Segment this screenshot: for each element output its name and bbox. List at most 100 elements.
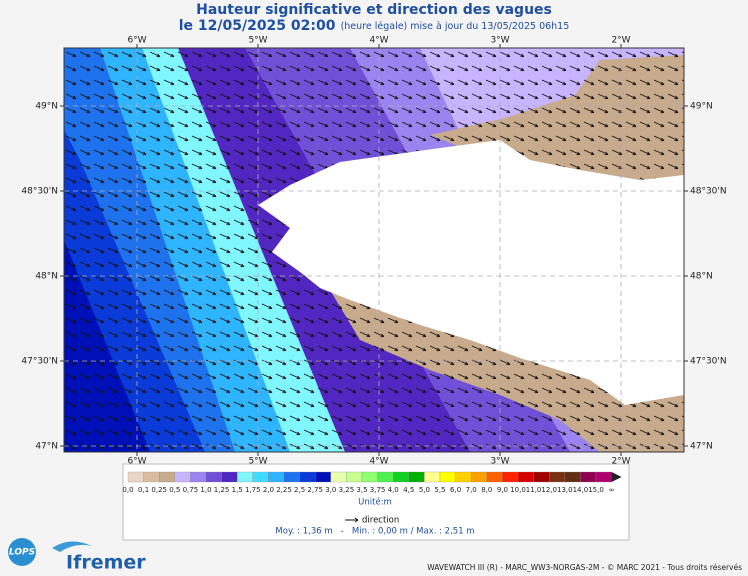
color-swatch bbox=[159, 471, 175, 483]
unit: Unité:m bbox=[358, 497, 392, 508]
color-swatch bbox=[143, 471, 160, 483]
colorbar-label: 15,0 bbox=[588, 486, 604, 494]
colorbar-label: 1,5 bbox=[232, 486, 243, 494]
direction-label: direction bbox=[362, 516, 399, 526]
colorbar-label: 14,0 bbox=[573, 486, 589, 494]
colorbar-label: 0,25 bbox=[151, 486, 167, 494]
colorbar-label: 9,0 bbox=[497, 486, 508, 494]
date: le 12/05/2025 02:00 bbox=[179, 18, 336, 34]
color-swatch bbox=[268, 471, 285, 483]
colorbar-label: ∞ bbox=[609, 486, 615, 494]
color-swatch bbox=[330, 471, 347, 483]
colorbar-label: 3,75 bbox=[370, 486, 386, 494]
color-swatch bbox=[424, 471, 441, 483]
colorbar-label: 8,0 bbox=[481, 486, 492, 494]
lat-label-right: 47°30'N bbox=[690, 357, 727, 367]
color-swatch bbox=[315, 471, 331, 483]
color-swatch bbox=[252, 471, 269, 483]
update: (heure légale) mise à jour du 13/05/2025… bbox=[341, 21, 570, 32]
colorbar-label: 1,0 bbox=[200, 486, 211, 494]
map bbox=[64, 48, 684, 452]
color-swatch bbox=[502, 471, 519, 483]
color-swatch bbox=[190, 471, 207, 483]
lat-label-left: 48°30'N bbox=[21, 187, 58, 197]
lops-logo bbox=[8, 538, 36, 566]
colorbar-label: 6,0 bbox=[450, 486, 461, 494]
direction-arrow bbox=[345, 517, 359, 523]
colorbar-label: 2,0 bbox=[263, 486, 274, 494]
color-swatch bbox=[346, 471, 363, 483]
footer: WAVEWATCH III (R) - MARC_WW3-NORGAS-2M -… bbox=[427, 563, 742, 572]
color-swatch bbox=[517, 471, 534, 483]
color-swatch bbox=[533, 471, 550, 483]
lon-label-bottom: 5°W bbox=[248, 457, 267, 467]
lat-label-right: 48°30'N bbox=[690, 187, 727, 197]
colorbar-label: 1,25 bbox=[214, 486, 230, 494]
colorbar-label: 4,0 bbox=[388, 486, 399, 494]
color-swatch bbox=[564, 471, 581, 483]
lon-label-bottom: 6°W bbox=[127, 457, 146, 467]
color-swatch bbox=[283, 471, 300, 483]
color-swatch bbox=[486, 471, 503, 483]
colorbar-label: 3,25 bbox=[339, 486, 355, 494]
colorbar-label: 4,5 bbox=[403, 486, 414, 494]
color-swatch bbox=[580, 471, 597, 483]
lon-label-top: 2°W bbox=[611, 36, 630, 46]
colorbar-end bbox=[611, 472, 622, 482]
color-swatch bbox=[205, 471, 222, 483]
color-swatch bbox=[393, 471, 409, 483]
lon-label-top: 5°W bbox=[248, 36, 267, 46]
lon-label-top: 6°W bbox=[127, 36, 146, 46]
lat-label-right: 47°N bbox=[690, 442, 713, 452]
lat-label-left: 47°30'N bbox=[21, 357, 58, 367]
land bbox=[258, 140, 684, 405]
color-swatch bbox=[471, 471, 487, 483]
colorbar-label: 3,5 bbox=[356, 486, 367, 494]
colorbar-label: 1,75 bbox=[245, 486, 261, 494]
color-swatch bbox=[174, 471, 191, 483]
colorbar-label: 2,5 bbox=[294, 486, 305, 494]
color-swatch bbox=[408, 471, 425, 483]
lon-label-bottom: 2°W bbox=[611, 457, 630, 467]
title: Hauteur significative et direction des v… bbox=[196, 2, 552, 18]
colorbar-label: 0,5 bbox=[169, 486, 180, 494]
ifremer-text: Ifremer bbox=[66, 552, 146, 574]
colorbar: 0,0 0,1 0,25 0,5 0,75 1,0 1,25 1,5 1,75 2,0 2,25 2,… bbox=[122, 471, 622, 494]
colorbar-label: 0,1 bbox=[138, 486, 149, 494]
ifremer-swoosh bbox=[52, 541, 92, 552]
colorbar-label: 5,0 bbox=[419, 486, 430, 494]
color-swatch bbox=[549, 471, 565, 483]
colorbar-label: 3,0 bbox=[325, 486, 336, 494]
color-swatch bbox=[595, 471, 612, 483]
colorbar-label: 10,0 bbox=[510, 486, 526, 494]
map-frame bbox=[63, 47, 685, 453]
lon-label-bottom: 4°W bbox=[369, 457, 388, 467]
colorbar-label: 7,0 bbox=[466, 486, 477, 494]
color-swatch bbox=[439, 471, 456, 483]
lon-label-bottom: 3°W bbox=[490, 457, 509, 467]
colorbar-label: 0,75 bbox=[183, 486, 199, 494]
color-swatch bbox=[237, 471, 253, 483]
lat-label-left: 49°N bbox=[35, 102, 58, 112]
stats: Moy. : 1,36 m - Min. : 0,00 m / Max. : 2… bbox=[275, 527, 474, 537]
colorbar-label: 0,0 bbox=[122, 486, 133, 494]
lat-label-left: 48°N bbox=[35, 272, 58, 282]
color-swatch bbox=[221, 471, 238, 483]
color-swatch bbox=[377, 471, 394, 483]
colorbar-label: 13,0 bbox=[557, 486, 573, 494]
subtitle: le 12/05/2025 02:00 (heure légale) mise … bbox=[179, 16, 570, 35]
color-swatch bbox=[299, 471, 316, 483]
colorbar-label: 12,0 bbox=[541, 486, 557, 494]
lon-label-top: 4°W bbox=[369, 36, 388, 46]
colorbar-label: 5,5 bbox=[434, 486, 445, 494]
color-swatch bbox=[455, 471, 472, 483]
lat-label-right: 49°N bbox=[690, 102, 713, 112]
lat-label-right: 48°N bbox=[690, 272, 713, 282]
colorbar-label: 2,25 bbox=[276, 486, 292, 494]
colorbar-label: 11,0 bbox=[526, 486, 542, 494]
lops-text: LOPS bbox=[9, 548, 35, 558]
lon-label-top: 3°W bbox=[490, 36, 509, 46]
colorbar-label: 2,75 bbox=[307, 486, 323, 494]
lat-label-left: 47°N bbox=[35, 442, 58, 452]
